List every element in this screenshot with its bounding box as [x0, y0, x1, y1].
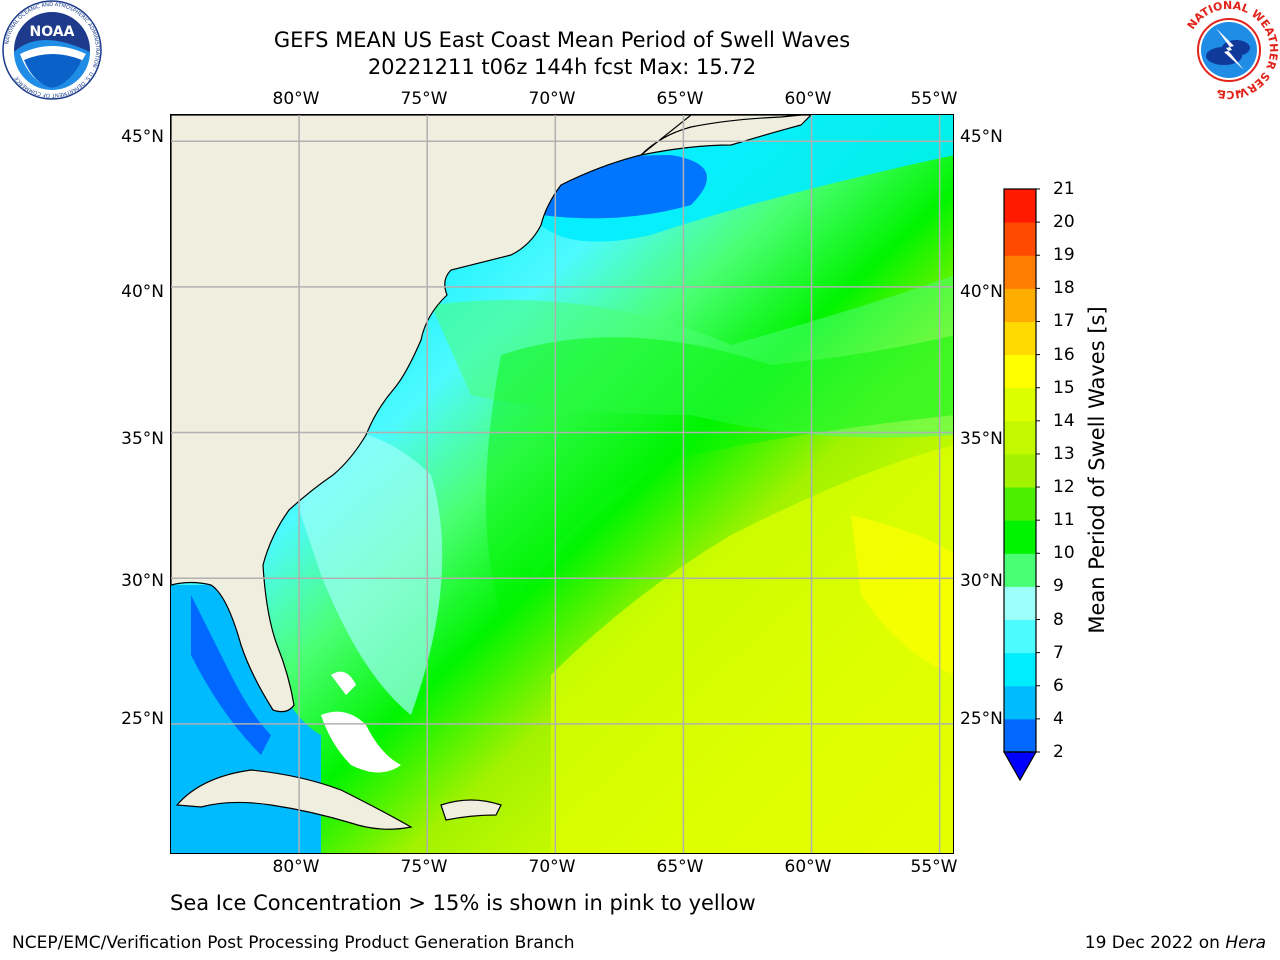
- swell-band-8s: [271, 423, 443, 715]
- cuba-land: [175, 769, 413, 830]
- gulf-band-2s: [191, 595, 271, 755]
- colorbar-title: Mean Period of Swell Waves [s]: [1085, 306, 1109, 634]
- colorbar-label-11: 11: [1053, 510, 1075, 531]
- colorbar-ticks: [1036, 188, 1040, 753]
- colorbar-label-10: 10: [1053, 543, 1075, 564]
- lat-tick-left-35n: 35°N: [121, 429, 164, 449]
- lat-tick-right-30n: 30°N: [960, 571, 1003, 591]
- colorbar-label-18: 18: [1053, 278, 1075, 299]
- svg-text:★: ★: [1236, 88, 1242, 96]
- colorbar-band-16: [1004, 321, 1036, 356]
- colorbar: [1000, 186, 1040, 790]
- colorbar-label-8: 8: [1053, 609, 1064, 630]
- sea-ice-footnote: Sea Ice Concentration > 15% is shown in …: [170, 891, 756, 915]
- colorbar-band-15: [1004, 354, 1036, 389]
- lon-tick-top-65w: 65°W: [656, 89, 704, 109]
- swell-period-map: [171, 115, 953, 853]
- lat-tick-left-40n: 40°N: [121, 282, 164, 302]
- colorbar-label-4: 4: [1053, 708, 1064, 729]
- colorbar-label-7: 7: [1053, 642, 1064, 663]
- lat-tick-left-30n: 30°N: [121, 571, 164, 591]
- colorbar-band-2: [1004, 718, 1036, 753]
- lat-tick-left-25n: 25°N: [121, 709, 164, 729]
- colorbar-band-17: [1004, 288, 1036, 322]
- lon-tick-top-75w: 75°W: [400, 89, 448, 109]
- graticule: [171, 115, 953, 853]
- north-america-land: [171, 115, 812, 713]
- colorbar-band-10: [1004, 520, 1036, 554]
- colorbar-label-12: 12: [1053, 477, 1075, 498]
- colorbar-band-11: [1004, 487, 1036, 521]
- footer-credit: NCEP/EMC/Verification Post Processing Pr…: [12, 933, 575, 953]
- colorbar-bands: [1004, 189, 1036, 753]
- swell-band-14s: [551, 445, 953, 853]
- noaa-logo: NATIONAL OCEANIC AND ATMOSPHERIC ADMINIS…: [0, 0, 104, 104]
- colorbar-band-13: [1004, 420, 1036, 455]
- swell-band-9s: [431, 275, 953, 438]
- colorbar-band-14: [1004, 387, 1036, 422]
- colorbar-label-13: 13: [1053, 443, 1075, 464]
- lon-tick-top-70w: 70°W: [528, 89, 576, 109]
- lat-tick-right-40n: 40°N: [960, 282, 1003, 302]
- lon-tick-bottom-60w: 60°W: [784, 857, 832, 877]
- colorbar-band-4: [1004, 685, 1036, 720]
- map-panel: [170, 114, 954, 854]
- colorbar-label-20: 20: [1053, 212, 1075, 233]
- swell-band-10s: [486, 335, 953, 615]
- colorbar-band-18: [1004, 255, 1036, 289]
- colorbar-band-7: [1004, 619, 1036, 654]
- colorbar-label-21: 21: [1053, 179, 1075, 199]
- lon-tick-top-60w: 60°W: [784, 89, 832, 109]
- bahamas-shallows: [321, 711, 401, 773]
- lon-tick-bottom-55w: 55°W: [910, 857, 958, 877]
- colorbar-label-14: 14: [1053, 410, 1075, 431]
- colorbar-label-9: 9: [1053, 576, 1064, 597]
- hispaniola-land: [440, 799, 502, 821]
- lat-tick-right-45n: 45°N: [960, 127, 1003, 147]
- lon-tick-bottom-80w: 80°W: [272, 857, 320, 877]
- colorbar-label-19: 19: [1053, 245, 1075, 266]
- lon-tick-top-55w: 55°W: [910, 89, 958, 109]
- colorbar-band-19: [1004, 222, 1036, 256]
- lat-tick-left-45n: 45°N: [121, 127, 164, 147]
- lon-tick-bottom-70w: 70°W: [528, 857, 576, 877]
- colorbar-label-15: 15: [1053, 377, 1075, 398]
- colorbar-label-6: 6: [1053, 675, 1064, 696]
- swell-band-15s: [851, 515, 953, 675]
- colorbar-band-20: [1004, 189, 1036, 223]
- footer-date: 19 Dec 2022 on Hera: [1085, 933, 1266, 953]
- colorbar-label-2: 2: [1053, 742, 1064, 762]
- footer-date-text: 19 Dec 2022 on: [1084, 933, 1226, 953]
- colorbar-frame: [1003, 188, 1037, 753]
- svg-text:★: ★: [1216, 88, 1222, 96]
- lon-tick-top-80w: 80°W: [272, 89, 320, 109]
- nws-logo: NATIONAL WEATHER SERVICE ★ ★: [1178, 0, 1280, 104]
- colorbar-label-16: 16: [1053, 344, 1075, 365]
- lat-tick-right-25n: 25°N: [960, 709, 1003, 729]
- colorbar-band-6: [1004, 652, 1036, 687]
- chart-title: GEFS MEAN US East Coast Mean Period of S…: [273, 28, 851, 52]
- colorbar-label-17: 17: [1053, 311, 1075, 332]
- colorbar-band-9: [1004, 553, 1036, 587]
- colorbar-band-12: [1004, 453, 1036, 488]
- lon-tick-bottom-75w: 75°W: [400, 857, 448, 877]
- colorbar-band-8: [1004, 586, 1036, 621]
- footer-host: Hera: [1225, 933, 1266, 953]
- noaa-logo-text: NOAA: [30, 24, 75, 40]
- lon-tick-bottom-65w: 65°W: [656, 857, 704, 877]
- colorbar-under-arrow: [1002, 751, 1038, 782]
- bahamas-shallows-north: [331, 671, 356, 695]
- lat-tick-right-35n: 35°N: [960, 429, 1003, 449]
- chart-subtitle: 20221211 t06z 144h fcst Max: 15.72: [367, 55, 757, 79]
